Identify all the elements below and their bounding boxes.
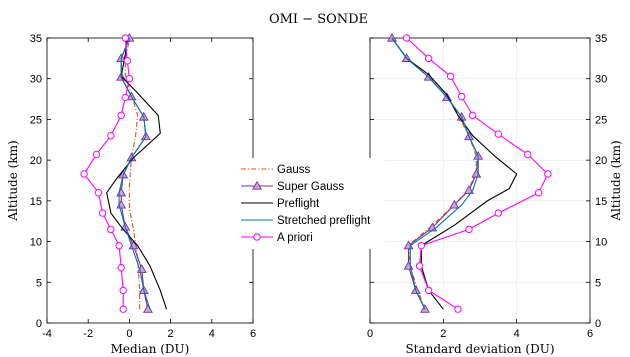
- data-point: [387, 32, 397, 42]
- data-point: [125, 75, 134, 83]
- data-point: [534, 189, 543, 197]
- series-line: [118, 37, 151, 310]
- data-point: [116, 199, 127, 209]
- y-tick-label: 25: [595, 114, 607, 126]
- series-preflight: [391, 37, 518, 310]
- data-point: [121, 93, 129, 102]
- legend-label: Preflight: [277, 198, 320, 210]
- series-line: [391, 37, 479, 310]
- y-tick-label: 30: [30, 74, 42, 86]
- x-tick-label: -2: [83, 328, 93, 340]
- x-tick-label: 2: [168, 328, 174, 340]
- axes-frame: [369, 37, 591, 324]
- data-point: [494, 209, 503, 217]
- legend: Gauss Super Gauss Preflight Stretched prefl…: [237, 158, 385, 249]
- data-point: [417, 241, 426, 250]
- x-axis-label: Median (DU): [111, 342, 190, 356]
- data-point: [115, 241, 123, 250]
- x-tick-label: 6: [250, 328, 256, 340]
- data-point: [80, 170, 88, 178]
- y-axis-label: Altitude (km): [6, 140, 20, 221]
- series-a-priori: [402, 34, 552, 313]
- data-point: [424, 54, 433, 63]
- data-point: [449, 199, 460, 209]
- y-tick-label: 0: [595, 318, 601, 330]
- data-point: [544, 170, 552, 178]
- data-point: [446, 72, 455, 80]
- y-axis-label: Altitude (km): [609, 140, 623, 221]
- y-tick-label: 20: [30, 155, 42, 167]
- series-line: [106, 37, 168, 310]
- data-point: [107, 225, 115, 234]
- series-preflight: [106, 37, 168, 310]
- data-point: [119, 305, 127, 313]
- series-stretched-preflight: [391, 37, 479, 310]
- data-point: [523, 150, 532, 159]
- x-tick-label: 6: [587, 328, 593, 340]
- y-tick-label: 30: [595, 74, 607, 86]
- data-point: [471, 168, 482, 178]
- y-tick-label: 10: [595, 237, 607, 249]
- data-point: [424, 286, 433, 295]
- x-tick-label: 0: [367, 328, 373, 340]
- data-point: [107, 132, 115, 140]
- data-point: [123, 57, 132, 65]
- legend-label: A priori: [277, 232, 313, 244]
- x-tick-label: 4: [209, 328, 215, 340]
- y-tick-label: 15: [595, 196, 607, 208]
- legend-entry: A priori: [241, 232, 313, 244]
- data-point: [119, 286, 127, 295]
- data-point: [117, 263, 125, 272]
- x-tick-label: 4: [514, 328, 520, 340]
- x-tick-label: 2: [440, 328, 446, 340]
- legend-entry: Gauss: [241, 164, 310, 176]
- data-point: [403, 260, 414, 270]
- y-tick-label: 0: [36, 318, 42, 330]
- y-tick-label: 35: [595, 33, 607, 45]
- data-point: [464, 185, 474, 194]
- x-tick-label: 0: [126, 328, 132, 340]
- data-point: [468, 111, 477, 120]
- series-super-gauss: [387, 32, 484, 313]
- axes-frame: [46, 37, 254, 324]
- data-point: [415, 262, 424, 270]
- data-point: [465, 225, 473, 234]
- y-tick-label: 20: [595, 155, 607, 167]
- data-point: [94, 189, 103, 197]
- legend-entry: Stretched preflight: [241, 215, 371, 227]
- median-panel: -4 -2 0 2 4 6 0 5 10 15 20 25 30 35 Median (DU) Altitud…: [6, 32, 256, 356]
- y-tick-label: 5: [36, 277, 42, 289]
- figure-title: OMI − SONDE: [269, 12, 368, 27]
- series-stretched-preflight: [118, 37, 151, 310]
- data-point: [92, 150, 101, 159]
- legend-label: Gauss: [277, 164, 310, 176]
- series-a-priori: [80, 34, 134, 313]
- legend-entry: Super Gauss: [241, 180, 344, 193]
- series-line: [391, 37, 518, 310]
- data-point: [117, 111, 125, 120]
- data-point: [121, 34, 129, 42]
- data-point: [116, 187, 127, 197]
- data-point: [494, 130, 503, 138]
- data-point: [402, 34, 411, 42]
- legend-label: Stretched preflight: [277, 215, 371, 227]
- x-axis-label: Standard deviation (DU): [405, 342, 554, 356]
- data-point: [457, 92, 466, 101]
- x-tick-label: -4: [42, 328, 52, 340]
- data-point: [142, 304, 153, 313]
- y-tick-label: 10: [30, 237, 42, 249]
- y-tick-label: 25: [30, 114, 42, 126]
- data-point: [454, 305, 462, 313]
- y-tick-label: 35: [30, 33, 42, 45]
- legend-entry: Preflight: [241, 198, 320, 210]
- legend-label: Super Gauss: [277, 181, 344, 193]
- legend-marker: [252, 180, 262, 190]
- data-point: [98, 209, 107, 217]
- y-tick-label: 5: [595, 277, 601, 289]
- y-tick-label: 15: [30, 196, 42, 208]
- legend-marker: [253, 233, 261, 241]
